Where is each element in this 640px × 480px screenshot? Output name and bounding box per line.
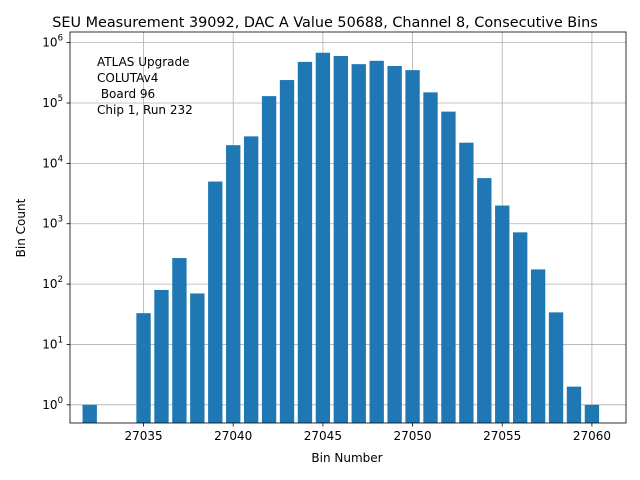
y-tick-label: 101 bbox=[42, 335, 63, 351]
bar-27039 bbox=[208, 181, 223, 423]
bar-27036 bbox=[154, 289, 169, 423]
bar-27038 bbox=[190, 293, 205, 423]
bar-27044 bbox=[297, 61, 313, 423]
y-tick-label: 103 bbox=[42, 215, 63, 231]
bar-27055 bbox=[495, 205, 510, 423]
bar-27056 bbox=[513, 232, 528, 423]
bar-27054 bbox=[477, 178, 492, 423]
annotation-line-4: Chip 1, Run 232 bbox=[97, 103, 193, 117]
chart-title: SEU Measurement 39092, DAC A Value 50688… bbox=[52, 15, 598, 31]
y-axis-label: Bin Count bbox=[14, 198, 28, 257]
bar-27041 bbox=[243, 136, 259, 424]
bar-27052 bbox=[441, 111, 456, 424]
x-axis-label: Bin Number bbox=[311, 451, 382, 465]
y-tick-label: 105 bbox=[42, 94, 63, 110]
annotation-line-2: COLUTAv4 bbox=[97, 71, 158, 85]
annotation-box: ATLAS Upgrade COLUTAv4 Board 96 Chip 1, … bbox=[97, 55, 193, 117]
y-tick-label: 106 bbox=[42, 34, 63, 50]
y-tick-label: 100 bbox=[42, 396, 63, 412]
x-tick-label: 27055 bbox=[483, 429, 521, 443]
x-tick-label: 27050 bbox=[393, 429, 431, 443]
y-tick-label: 102 bbox=[42, 275, 63, 291]
bar-27053 bbox=[459, 142, 474, 423]
annotation-line-1: ATLAS Upgrade bbox=[97, 55, 190, 69]
bar-27046 bbox=[333, 56, 348, 423]
bar-27048 bbox=[369, 60, 384, 423]
bar-27050 bbox=[405, 70, 420, 423]
annotation-line-3: Board 96 bbox=[97, 87, 155, 101]
bar-27037 bbox=[172, 258, 187, 423]
x-tick-label: 27040 bbox=[214, 429, 252, 443]
bars-group bbox=[82, 52, 600, 424]
bar-27032 bbox=[82, 404, 97, 423]
y-tick-label: 104 bbox=[42, 154, 63, 170]
bar-27049 bbox=[387, 66, 402, 424]
bar-27059 bbox=[566, 386, 582, 423]
bar-27047 bbox=[351, 64, 366, 423]
bar-27057 bbox=[530, 269, 546, 423]
bar-27043 bbox=[279, 80, 295, 424]
bar-27058 bbox=[548, 312, 564, 423]
x-tick-label: 27060 bbox=[573, 429, 611, 443]
bar-27060 bbox=[584, 404, 600, 423]
bar-27035 bbox=[136, 313, 151, 423]
x-tick-label: 27045 bbox=[304, 429, 342, 443]
axis-ticks: 27035 27040 27045 27050 27055 27060 100 101 102 1… bbox=[42, 34, 611, 443]
x-tick-label: 27035 bbox=[124, 429, 162, 443]
bar-27040 bbox=[226, 145, 241, 423]
bar-27045 bbox=[315, 52, 331, 423]
plot-frame bbox=[69, 31, 627, 424]
bar-27042 bbox=[261, 96, 277, 423]
bar-27051 bbox=[423, 92, 438, 423]
